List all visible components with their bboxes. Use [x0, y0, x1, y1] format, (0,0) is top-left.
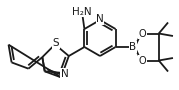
- Text: H₂N: H₂N: [72, 7, 91, 17]
- Text: O: O: [139, 29, 146, 39]
- Text: O: O: [139, 56, 146, 66]
- Text: B: B: [129, 42, 136, 52]
- Text: N: N: [61, 69, 69, 79]
- Text: S: S: [53, 38, 59, 48]
- Text: N: N: [96, 14, 104, 24]
